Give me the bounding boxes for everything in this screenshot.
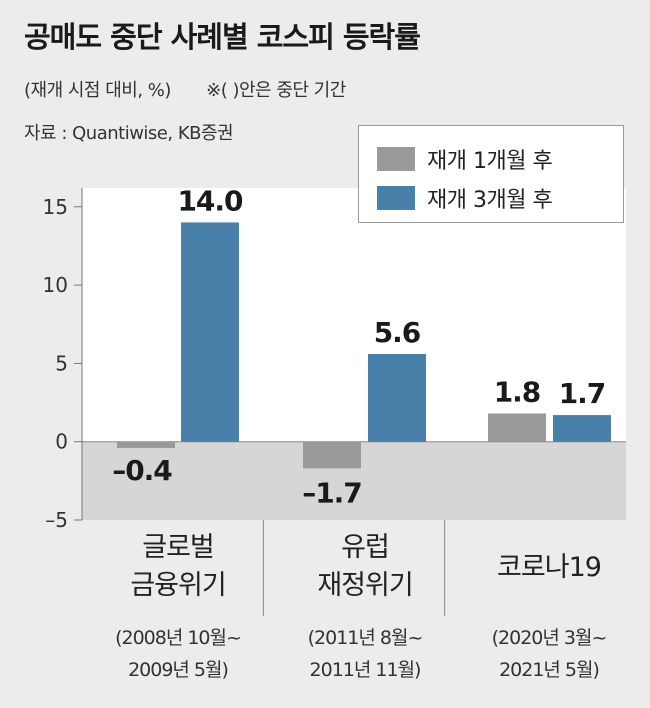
- data-label: 1.8: [494, 376, 541, 409]
- bar-series-2: [368, 354, 426, 442]
- y-tick-label: 0: [55, 430, 68, 454]
- y-tick-label: 5: [55, 351, 68, 375]
- y-tick-label: 15: [43, 195, 68, 219]
- chart-note: ※( )안은 중단 기간: [206, 80, 346, 101]
- legend-item-series-2: 재개 3개월 후: [377, 182, 553, 214]
- chart-subtitle-row: (재개 시점 대비, %) ※( )안은 중단 기간: [24, 76, 346, 102]
- bar-series-1: [117, 441, 175, 448]
- category-period-label: 2011년 11월): [310, 659, 421, 681]
- category-label: 코로나19: [497, 552, 601, 583]
- bar-series-1: [303, 441, 361, 469]
- data-label: 1.7: [559, 377, 606, 410]
- y-tick-label: –5: [45, 508, 68, 532]
- data-label: 5.6: [374, 316, 421, 349]
- category-label: 재정위기: [317, 570, 412, 601]
- category-period-label: 2009년 5월): [128, 659, 228, 681]
- legend-label-series-1: 재개 1개월 후: [427, 149, 553, 174]
- category-label: 금융위기: [130, 570, 225, 601]
- bar-series-2: [181, 222, 239, 442]
- y-tick-label: 10: [43, 273, 68, 297]
- bar-series-1: [488, 413, 546, 442]
- category-period-label: (2011년 8월~: [308, 627, 423, 649]
- category-period-label: (2008년 10월~: [115, 627, 241, 649]
- data-label: –0.4: [112, 454, 172, 487]
- category-label: 글로벌: [142, 532, 214, 563]
- category-label: 유럽: [341, 532, 389, 563]
- legend-swatch-series-2: [377, 186, 415, 210]
- chart-subtitle: (재개 시점 대비, %): [24, 80, 171, 101]
- bar-series-2: [553, 415, 611, 442]
- chart-title: 공매도 중단 사례별 코스피 등락률: [24, 20, 421, 54]
- category-period-label: (2020년 3월~: [492, 627, 607, 649]
- chart-source: 자료 : Quantiwise, KB증권: [24, 123, 234, 144]
- legend-label-series-2: 재개 3개월 후: [427, 188, 553, 213]
- data-label: –1.7: [302, 476, 362, 509]
- data-label: 14.0: [177, 184, 243, 217]
- legend-item-series-1: 재개 1개월 후: [377, 143, 553, 175]
- legend: 재개 1개월 후 재개 3개월 후: [358, 125, 624, 223]
- category-period-label: 2021년 5월): [499, 659, 599, 681]
- legend-swatch-series-1: [377, 147, 415, 171]
